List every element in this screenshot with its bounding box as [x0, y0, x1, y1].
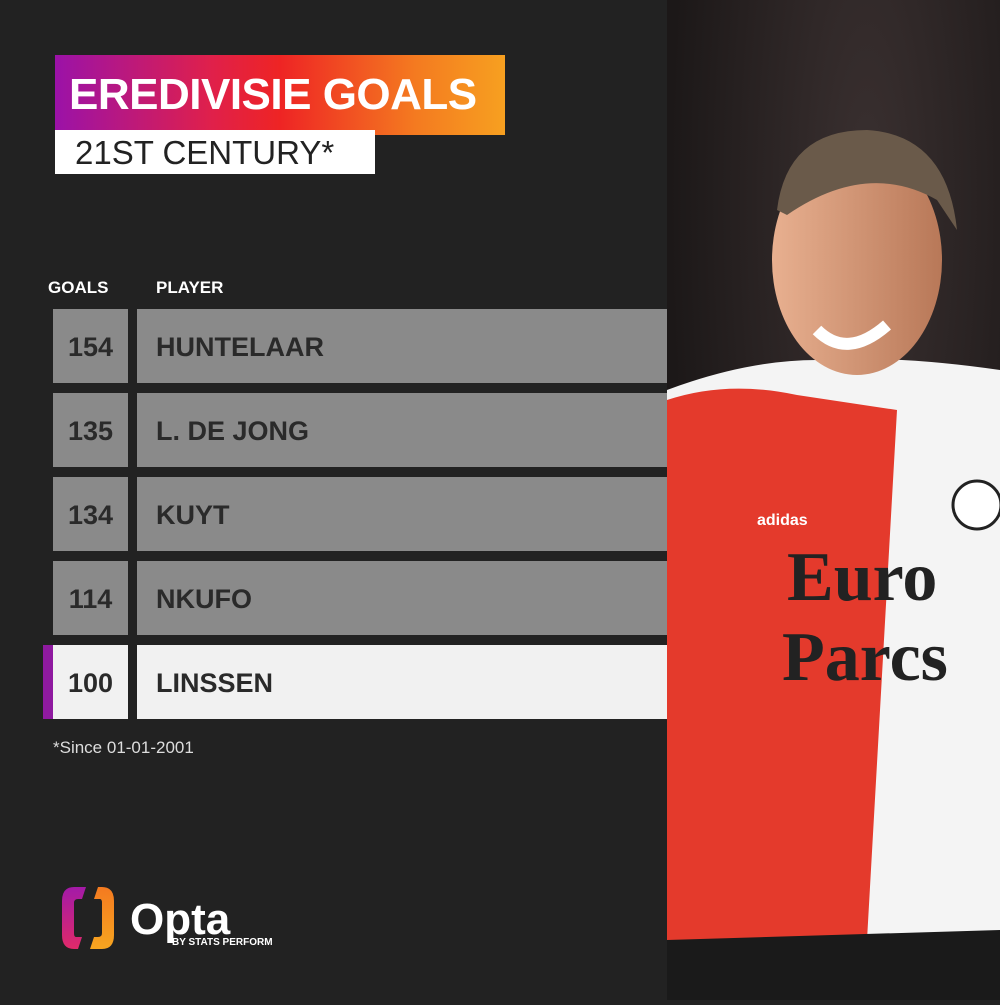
- player-cell: LINSSEN: [137, 645, 667, 719]
- highlight-marker: [43, 645, 53, 719]
- brand-name: Opta: [130, 895, 231, 944]
- player-cell: L. DE JONG: [137, 393, 667, 467]
- goals-cell: 114: [53, 561, 128, 635]
- table-row: 154 HUNTELAAR: [53, 309, 667, 383]
- footnote: *Since 01-01-2001: [53, 738, 194, 757]
- player-cell: KUYT: [137, 477, 667, 551]
- svg-text:adidas: adidas: [757, 512, 808, 529]
- player-cell: NKUFO: [137, 561, 667, 635]
- table-row: 135 L. DE JONG: [53, 393, 667, 467]
- table-row: 114 NKUFO: [53, 561, 667, 635]
- goals-column-header: GOALS: [48, 278, 109, 297]
- svg-text:Euro: Euro: [787, 539, 937, 616]
- title: EREDIVISIE GOALS: [55, 55, 505, 135]
- goals-cell: 134: [53, 477, 128, 551]
- goals-cell: 154: [53, 309, 128, 383]
- goals-cell: 100: [53, 645, 128, 719]
- goals-cell: 135: [53, 393, 128, 467]
- table-row-highlighted: 100 LINSSEN: [43, 645, 667, 719]
- brand-tagline: BY STATS PERFORM: [172, 937, 273, 948]
- player-column-header: PLAYER: [156, 278, 224, 297]
- table-row: 134 KUYT: [53, 477, 667, 551]
- player-cell: HUNTELAAR: [137, 309, 667, 383]
- svg-text:Parcs: Parcs: [782, 619, 948, 696]
- opta-logo-icon: [60, 885, 116, 956]
- subtitle: 21ST CENTURY*: [55, 130, 375, 174]
- player-photo: Euro Parcs adidas: [667, 0, 1000, 1000]
